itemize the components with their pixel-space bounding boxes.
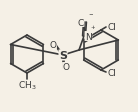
Text: C: C — [78, 18, 84, 27]
Text: O: O — [50, 40, 56, 49]
Text: CH$_3$: CH$_3$ — [18, 79, 36, 92]
Text: O: O — [63, 63, 70, 72]
Text: S: S — [59, 51, 67, 60]
Text: Cl: Cl — [107, 69, 116, 78]
Text: $^+$: $^+$ — [89, 25, 96, 34]
Text: $^-$: $^-$ — [87, 11, 94, 20]
Text: N: N — [85, 32, 92, 41]
Text: Cl: Cl — [107, 22, 116, 31]
